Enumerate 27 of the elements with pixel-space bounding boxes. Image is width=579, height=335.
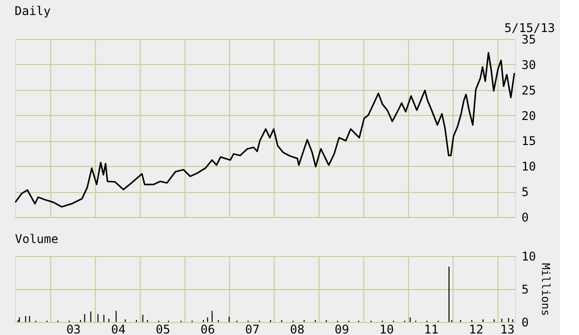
y-tick-label: 0 <box>522 316 529 330</box>
y-tick-label: 20 <box>522 108 536 123</box>
chart-title: Daily <box>14 4 51 18</box>
text: 5/15/13 <box>504 21 555 35</box>
x-tick-label: 12 <box>468 322 484 335</box>
x-tick-label: 07 <box>245 322 260 335</box>
y-tick-label: 25 <box>522 83 536 98</box>
y-tick-label: 15 <box>522 134 536 148</box>
y-tick-label: 5 <box>522 185 529 200</box>
y-axis-title: Millions <box>538 263 552 316</box>
y-tick-label: 10 <box>522 250 536 264</box>
x-tick-label: 05 <box>156 322 170 335</box>
x-tick-label: 09 <box>334 322 350 335</box>
y-tick-label: 5 <box>522 282 529 296</box>
x-tick-label: 04 <box>111 322 126 335</box>
line-series <box>14 52 516 208</box>
y-tick-label: 30 <box>522 58 536 72</box>
chart-title: Volume <box>15 232 58 246</box>
x-tick-label: 11 <box>424 322 438 335</box>
x-tick-label: 03 <box>66 322 81 335</box>
x-tick-label: 06 <box>200 322 215 335</box>
x-tick-label: 13 <box>500 322 515 335</box>
x-tick-label: 10 <box>379 322 394 335</box>
y-tick-label: 0 <box>522 210 529 224</box>
x-tick-label: 08 <box>290 322 304 335</box>
y-tick-label: 10 <box>522 160 536 174</box>
y-tick-label: 35 <box>522 32 536 46</box>
